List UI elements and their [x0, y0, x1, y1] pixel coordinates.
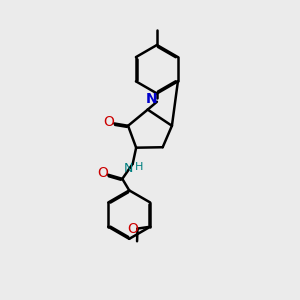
Text: O: O — [104, 115, 115, 129]
Text: H: H — [135, 162, 143, 172]
Text: O: O — [128, 222, 138, 236]
Text: N: N — [124, 161, 133, 175]
Text: N: N — [146, 92, 158, 106]
Text: O: O — [98, 166, 108, 180]
